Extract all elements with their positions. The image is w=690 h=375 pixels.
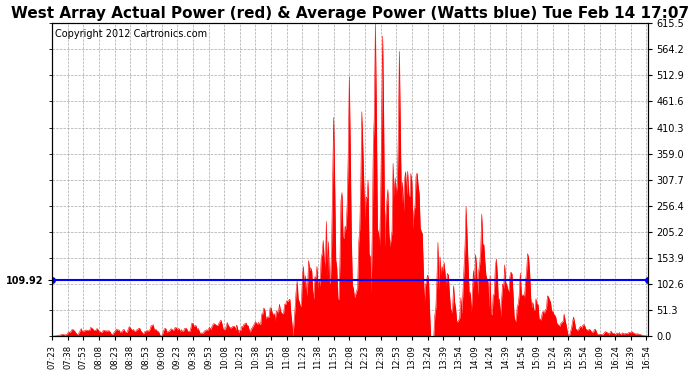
Text: Copyright 2012 Cartronics.com: Copyright 2012 Cartronics.com	[55, 29, 207, 39]
Title: West Array Actual Power (red) & Average Power (Watts blue) Tue Feb 14 17:07: West Array Actual Power (red) & Average …	[11, 6, 689, 21]
